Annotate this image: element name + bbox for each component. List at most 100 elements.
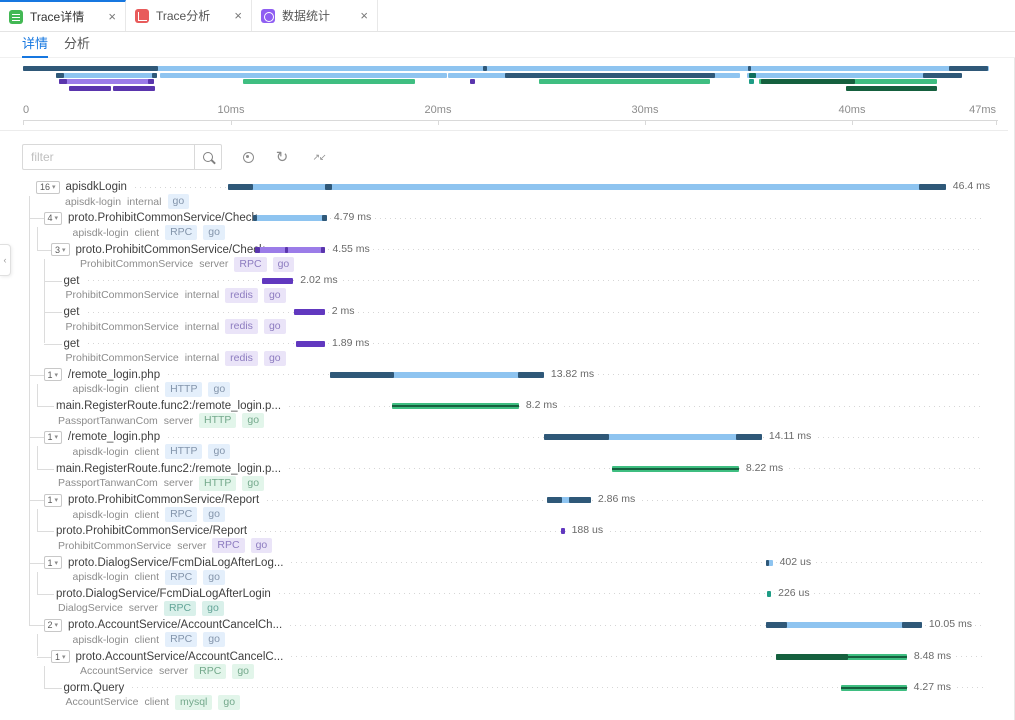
tab-trace-analysis[interactable]: Trace分析 × — [126, 0, 252, 31]
subtab-detail[interactable]: 详情 — [22, 32, 49, 58]
refresh-button[interactable]: ↻ — [275, 148, 289, 166]
tag-badge: HTTP — [165, 381, 203, 397]
span-duration-bar[interactable] — [543, 434, 762, 441]
service-name: ProhibitCommonService — [65, 289, 179, 302]
span-row[interactable]: 1 ▾/remote_login.php apisdk-login client HTT… — [0, 428, 1008, 460]
expand-collapse-chip[interactable]: 3 ▾ — [51, 243, 70, 257]
span-duration-bar[interactable] — [293, 309, 325, 316]
expand-collapse-chip[interactable]: 16 ▾ — [36, 180, 60, 194]
span-row[interactable]: 1 ▾/remote_login.php apisdk-login client HTT… — [0, 366, 1008, 397]
timeline-minimap[interactable] — [0, 62, 1008, 100]
tree-connector — [36, 406, 54, 408]
span-meta: apisdk-login client RPC go — [73, 569, 225, 585]
span-row[interactable]: 1 ▾ proto.AccountService/AccountCancelC...… — [0, 648, 1008, 679]
span-row[interactable]: 1 ▾ proto.DialogService/FcmDiaLogAfterLog.… — [0, 554, 1008, 585]
span-row[interactable]: proto.DialogService/FcmDiaLogAfterLogin D… — [0, 585, 1008, 616]
span-duration-bar[interactable] — [766, 622, 922, 629]
span-duration-bar[interactable] — [330, 371, 544, 378]
service-name: ProhibitCommonService — [58, 539, 172, 552]
subtab-analysis[interactable]: 分析 — [64, 35, 91, 51]
expand-collapse-chip[interactable]: 1 ▾ — [43, 556, 63, 570]
expand-button[interactable]: ↗ ↙ — [308, 149, 326, 165]
tab-label: Trace分析 — [156, 9, 211, 23]
span-duration-bar[interactable] — [255, 246, 326, 253]
tab-label: Trace详情 — [30, 10, 85, 24]
tab-trace-detail[interactable]: Trace详情 × — [0, 0, 126, 31]
span-duration-bar[interactable] — [840, 684, 907, 691]
span-row[interactable]: get ProhibitCommonService internal redis go 2… — [0, 303, 1008, 335]
span-kind: server — [163, 414, 193, 427]
span-duration-bar[interactable] — [767, 590, 772, 597]
span-duration-bar[interactable] — [262, 277, 294, 284]
tag-badge: go — [263, 319, 286, 335]
tag-badge: redis — [225, 287, 258, 303]
expand-collapse-chip[interactable]: 4 ▾ — [43, 211, 63, 225]
tab-label: 数据统计 — [282, 9, 331, 23]
span-meta: apisdk-login internal go — [65, 194, 190, 209]
chevron-down-icon: ▾ — [62, 653, 66, 661]
service-name: apisdk-login — [72, 633, 129, 646]
span-row[interactable]: proto.ProhibitCommonService/Report Prohib… — [0, 522, 1008, 554]
bar-self-time-segment — [252, 215, 258, 222]
child-count: 3 — [55, 244, 61, 255]
tab-data-stats[interactable]: 数据统计 × — [252, 0, 378, 31]
span-row[interactable]: get ProhibitCommonService internal redis go 2… — [0, 272, 1008, 303]
span-duration-bar[interactable] — [611, 465, 739, 472]
span-duration-bar[interactable] — [546, 497, 591, 503]
panel-collapse-handle[interactable]: ‹ — [0, 244, 11, 276]
span-duration-bar[interactable] — [775, 653, 907, 660]
locate-button[interactable] — [240, 149, 256, 165]
span-kind: server — [128, 602, 158, 615]
minimap-bar — [23, 66, 989, 71]
span-row[interactable]: 3 ▾ proto.ProhibitCommonService/Check Prohi… — [0, 241, 1008, 272]
span-duration-bar[interactable] — [228, 184, 946, 190]
tree-connector — [36, 227, 38, 250]
expand-collapse-chip[interactable]: 2 ▾ — [43, 618, 63, 632]
locate-icon — [242, 151, 254, 163]
expand-collapse-chip[interactable]: 1 ▾ — [43, 493, 63, 507]
dotted-leader — [265, 217, 983, 219]
span-row[interactable]: 2 ▾ proto.AccountService/AccountCancelCh..… — [0, 616, 1008, 648]
span-row[interactable]: main.RegisterRoute.func2:/remote_login.p… — [0, 460, 1008, 491]
span-meta: ProhibitCommonService internal redis go — [65, 287, 286, 303]
close-icon[interactable]: × — [234, 8, 242, 23]
duration-label: 2.02 ms — [297, 273, 341, 286]
span-duration-bar[interactable] — [391, 403, 519, 410]
duration-label: 8.48 ms — [910, 649, 955, 662]
span-name: main.RegisterRoute.func2:/remote_login.p… — [56, 400, 282, 413]
tag-badge: go — [203, 632, 225, 648]
span-duration-bar[interactable] — [252, 215, 327, 222]
expand-collapse-chip[interactable]: 1 ▾ — [43, 430, 63, 444]
minimap-bar — [748, 66, 751, 71]
span-name: get — [63, 306, 80, 319]
span-name: get — [63, 337, 80, 350]
span-duration-bar[interactable] — [295, 340, 325, 347]
span-meta: ProhibitCommonService server RPC go — [58, 538, 273, 554]
duration-label: 4.27 ms — [910, 680, 955, 693]
tree-connector — [36, 656, 51, 658]
span-meta: ProhibitCommonService internal redis go — [66, 319, 286, 335]
bar-self-time-segment — [918, 184, 946, 190]
span-duration-bar[interactable] — [560, 528, 565, 535]
close-icon[interactable]: × — [108, 9, 116, 24]
span-row[interactable]: get ProhibitCommonService internal redis go 1… — [0, 335, 1008, 366]
axis-tick-label: 30ms — [631, 104, 659, 116]
tree-connector — [36, 531, 54, 533]
span-row[interactable]: 1 ▾ proto.ProhibitCommonService/Report apis… — [0, 491, 1008, 522]
tree-connector — [44, 343, 62, 345]
span-name: proto.DialogService/FcmDiaLogAfterLog... — [68, 556, 284, 569]
child-count: 1 — [47, 432, 53, 443]
minimap-bar — [148, 79, 154, 85]
expand-collapse-chip[interactable]: 1 ▾ — [51, 650, 70, 663]
close-icon[interactable]: × — [360, 8, 368, 23]
span-row[interactable]: 4 ▾ proto.ProhibitCommonService/Check apisd… — [0, 209, 1008, 241]
filter-input[interactable] — [22, 144, 194, 170]
span-row[interactable]: 16 ▾ apisdkLogin apisdk-login internal go 46.4… — [0, 178, 1008, 209]
expand-collapse-chip[interactable]: 1 ▾ — [43, 368, 63, 382]
span-meta: AccountService client mysql go — [66, 694, 241, 710]
span-row[interactable]: main.RegisterRoute.func2:/remote_login.p… — [0, 397, 1008, 429]
span-row[interactable]: gorm.Query AccountService client mysql go 4.2… — [0, 679, 1008, 710]
span-duration-bar[interactable] — [766, 559, 773, 566]
service-name: apisdk-login — [72, 445, 129, 458]
search-button[interactable] — [194, 144, 222, 170]
